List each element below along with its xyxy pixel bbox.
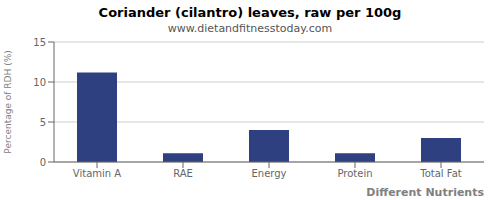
svg-text:Vitamin A: Vitamin A [73, 168, 121, 179]
svg-text:Protein: Protein [337, 168, 372, 179]
svg-text:Energy: Energy [251, 168, 286, 179]
html-text:www.dietandfitnesstoday.com: www.dietandfitnesstoday.com [167, 22, 333, 35]
svg-text:Total Fat: Total Fat [419, 168, 461, 179]
svg-text:0: 0 [40, 157, 46, 168]
svg-text:RAE: RAE [173, 168, 193, 179]
svg-text:15: 15 [33, 37, 46, 48]
svg-text:10: 10 [33, 77, 46, 88]
svg-text:5: 5 [40, 117, 46, 128]
html-text:Coriander (cilantro) leaves, r: Coriander (cilantro) leaves, raw per 100… [98, 5, 402, 20]
svg-text:Different Nutrients: Different Nutrients [366, 186, 484, 198]
svg-text:Percentage of RDH (%): Percentage of RDH (%) [8, 50, 13, 153]
